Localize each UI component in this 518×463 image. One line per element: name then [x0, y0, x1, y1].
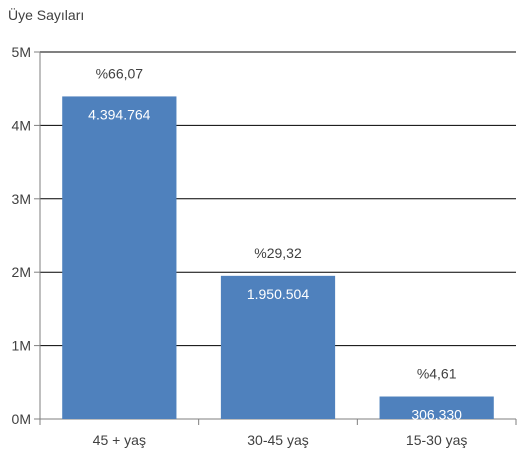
- y-tick-label: 1M: [12, 338, 31, 354]
- y-tick-label: 3M: [12, 191, 31, 207]
- bar: [62, 96, 177, 420]
- x-category-label: 30-45 yaş: [247, 432, 308, 448]
- x-category-label: 15-30 yaş: [406, 432, 467, 448]
- y-tick-label: 2M: [12, 264, 31, 280]
- bar-percent-label: %29,32: [254, 245, 302, 261]
- x-category-label: 45 + yaş: [93, 432, 146, 448]
- bar: [220, 275, 336, 419]
- bar-percent-label: %66,07: [96, 65, 144, 81]
- bar-value-label: 306.330: [411, 407, 462, 423]
- bar-value-label: 4.394.764: [88, 106, 150, 122]
- y-tick-label: 0M: [12, 411, 31, 427]
- y-tick-label: 5M: [12, 44, 31, 60]
- y-tick-label: 4M: [12, 117, 31, 133]
- bars: [62, 96, 494, 420]
- bar: [379, 396, 494, 419]
- bar-value-label: 1.950.504: [247, 286, 309, 302]
- y-axis-title: Üye Sayıları: [8, 6, 84, 23]
- labels: 4.394.764 %66,07 45 + yaş 1.950.504 %29,32 30…: [88, 65, 467, 448]
- bar-percent-label: %4,61: [417, 366, 457, 382]
